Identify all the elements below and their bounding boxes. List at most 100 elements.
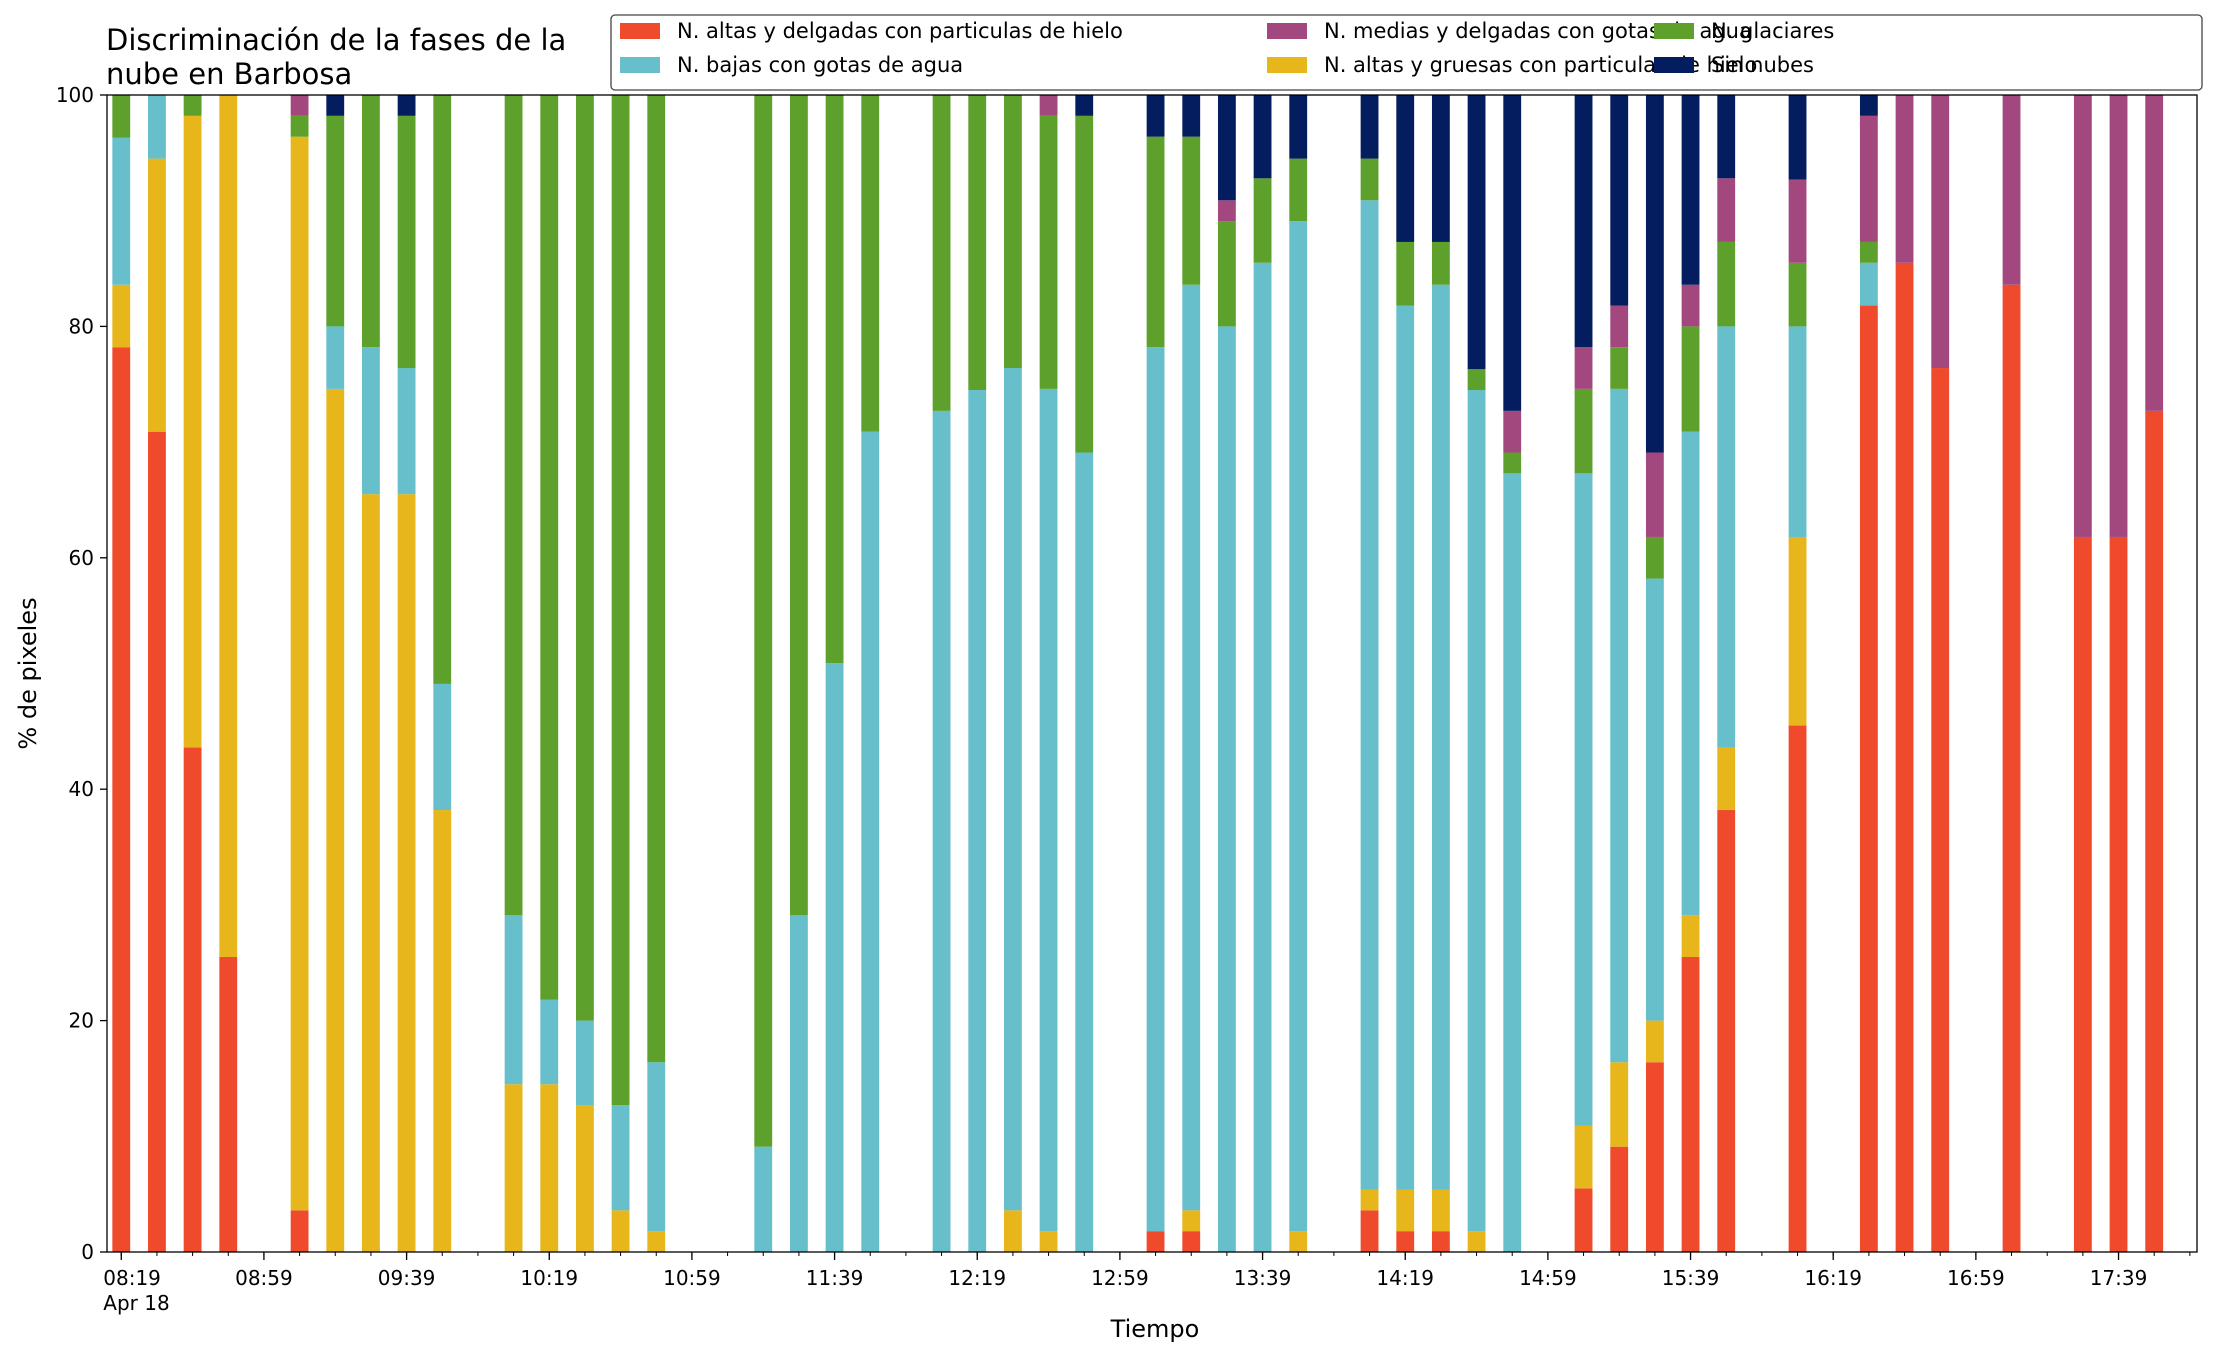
bar-1249-series-3 — [1075, 115, 1094, 453]
bar-1649-series-4 — [1931, 95, 1950, 369]
x-axis-label: Tiempo — [1110, 1315, 1200, 1343]
bar-1629-series-0 — [1859, 305, 1878, 1252]
bar-1219-series-3 — [968, 95, 987, 391]
bar-0829-series-0 — [148, 431, 166, 1252]
bar-1739-series-0 — [2109, 536, 2128, 1252]
bar-1429-series-2 — [1431, 284, 1450, 1190]
bar-1249-series-2 — [1075, 452, 1094, 1252]
bar-1419-series-3 — [1396, 241, 1415, 306]
bar-1309-series-2 — [1146, 347, 1165, 1232]
x-tick-label-1659: 16:59 — [1947, 1266, 2005, 1290]
bar-1629-series-2 — [1859, 262, 1878, 306]
x-tick-label-1219: 12:19 — [948, 1266, 1006, 1290]
bar-0839-series-3 — [183, 95, 202, 116]
bar-1229-series-2 — [1003, 368, 1022, 1211]
bar-1229-series-1 — [1003, 1210, 1022, 1252]
x-tick-label-1539: 15:39 — [1662, 1266, 1720, 1290]
bar-0939-series-5 — [397, 95, 416, 116]
bar-1229-series-3 — [1003, 95, 1022, 369]
legend-label-0: N. altas y delgadas con particulas de hi… — [677, 19, 1123, 43]
legend-swatch-5 — [1654, 57, 1694, 73]
bar-1319-series-1 — [1182, 1210, 1201, 1232]
bar-1549-series-3 — [1717, 241, 1736, 327]
bar-1629-series-4 — [1859, 115, 1878, 242]
bar-1049-series-1 — [647, 1231, 666, 1252]
x-tick-label-1059: 10:59 — [663, 1266, 721, 1290]
bar-1319-series-2 — [1182, 284, 1201, 1211]
bar-1319-series-0 — [1182, 1231, 1201, 1252]
bar-1409-series-1 — [1360, 1189, 1379, 1211]
bar-1509-series-2 — [1574, 473, 1593, 1126]
bar-1149-series-3 — [861, 95, 880, 432]
bar-1419-series-1 — [1396, 1189, 1415, 1232]
bar-0909-series-4 — [290, 95, 309, 116]
bar-1029-series-3 — [576, 95, 594, 1021]
bar-0929-series-2 — [362, 347, 380, 495]
bar-1509-series-4 — [1574, 347, 1593, 389]
title-line-0: Discriminación de la fases de la — [106, 23, 566, 57]
legend-swatch-1 — [1267, 57, 1307, 73]
bar-1139-series-3 — [825, 95, 844, 664]
bar-1519-series-0 — [1610, 1146, 1629, 1252]
bar-1639-series-4 — [1895, 95, 1914, 263]
bar-0819-series-2 — [112, 137, 131, 285]
bar-1529-series-0 — [1645, 1062, 1664, 1252]
y-tick-label-0: 0 — [81, 1240, 94, 1264]
bar-1329-series-3 — [1217, 221, 1236, 327]
bar-1239-series-2 — [1039, 388, 1058, 1232]
bar-1709-series-4 — [2002, 95, 2021, 285]
bar-1439-series-1 — [1467, 1231, 1486, 1252]
bar-1309-series-0 — [1146, 1231, 1165, 1252]
x-tick-label-1139: 11:39 — [806, 1266, 864, 1290]
bar-1609-series-0 — [1788, 725, 1807, 1252]
bar-1539-series-2 — [1681, 431, 1700, 916]
bar-1429-series-1 — [1431, 1189, 1450, 1232]
bar-1449-series-2 — [1503, 473, 1522, 1253]
x-tick-label-0819: 08:19 — [103, 1266, 161, 1290]
bar-1509-series-0 — [1574, 1188, 1593, 1252]
bar-1329-series-4 — [1217, 200, 1236, 222]
bar-1549-series-4 — [1717, 178, 1736, 242]
title-line-1: nube en Barbosa — [106, 57, 352, 91]
bar-1629-series-3 — [1859, 241, 1878, 263]
bar-1519-series-1 — [1610, 1062, 1629, 1147]
bar-0829-series-2 — [148, 95, 166, 159]
bar-1029-series-1 — [576, 1105, 594, 1252]
bar-1729-series-0 — [2073, 536, 2092, 1252]
x-tick-label-1419: 14:19 — [1376, 1266, 1434, 1290]
bar-1739-series-4 — [2109, 95, 2128, 537]
bar-1629-series-5 — [1859, 95, 1878, 116]
bar-1519-series-2 — [1610, 388, 1629, 1063]
bar-1349-series-5 — [1289, 95, 1308, 159]
bar-1609-series-3 — [1788, 262, 1807, 327]
bar-1239-series-4 — [1039, 95, 1058, 116]
bar-0909-series-3 — [290, 115, 309, 137]
bar-1309-series-3 — [1146, 136, 1165, 348]
bar-1409-series-2 — [1360, 200, 1379, 1190]
bar-1129-series-2 — [789, 915, 808, 1252]
y-tick-label-80: 80 — [69, 314, 94, 338]
bar-0909-series-0 — [290, 1210, 309, 1252]
bar-1319-series-3 — [1182, 136, 1201, 285]
bar-0849-series-0 — [219, 956, 238, 1252]
bar-0819-series-0 — [112, 347, 131, 1253]
bar-1049-series-2 — [647, 1062, 666, 1232]
bar-0819-series-1 — [112, 284, 131, 348]
bar-1019-series-1 — [540, 1084, 559, 1252]
bar-1019-series-3 — [540, 95, 559, 1000]
bar-1519-series-5 — [1610, 95, 1629, 306]
x-tick-label-0859: 08:59 — [235, 1266, 293, 1290]
bar-1039-series-3 — [611, 95, 630, 1106]
y-tick-label-40: 40 — [69, 777, 94, 801]
bar-1409-series-3 — [1360, 158, 1379, 201]
bar-1529-series-4 — [1645, 452, 1664, 537]
bar-1119-series-2 — [754, 1146, 773, 1252]
legend-swatch-0 — [620, 23, 660, 39]
legend-swatch-3 — [1654, 23, 1694, 39]
x-tick-label-1739: 17:39 — [2090, 1266, 2148, 1290]
bar-1339-series-3 — [1253, 178, 1272, 263]
bar-1129-series-3 — [789, 95, 808, 916]
bar-1639-series-0 — [1895, 262, 1914, 1252]
